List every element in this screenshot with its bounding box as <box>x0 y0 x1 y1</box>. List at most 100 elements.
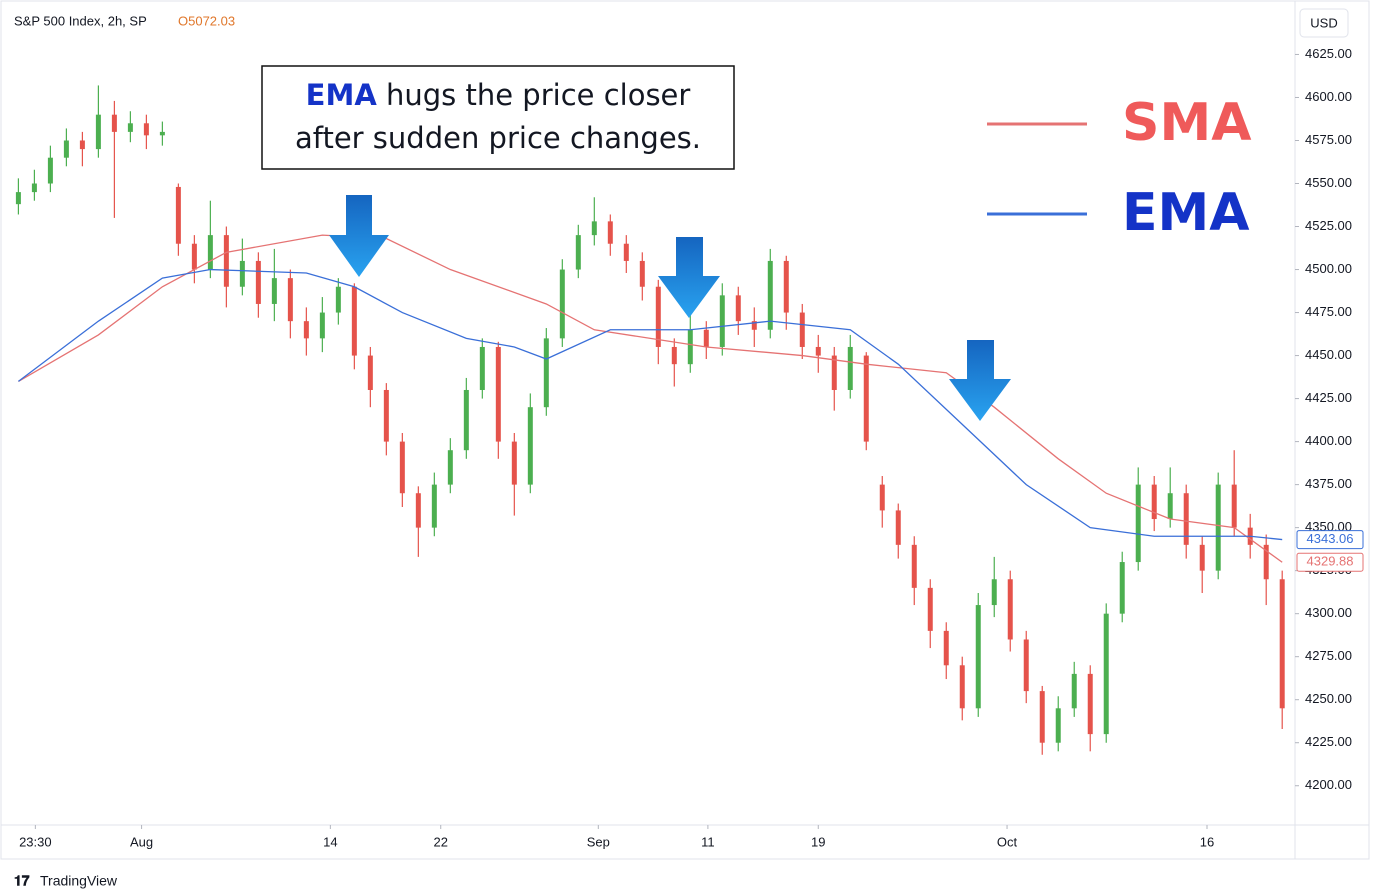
legend-label: EMA <box>1122 183 1250 243</box>
candle-body <box>655 286 661 347</box>
annotation-box <box>261 65 735 170</box>
candle-body <box>431 484 437 528</box>
candle-body <box>95 114 101 150</box>
candle-body <box>1183 493 1189 545</box>
y-tick-label: 4425.00 <box>1305 390 1352 405</box>
annotation-line: after sudden price changes. <box>295 121 701 155</box>
candle-body <box>783 260 789 313</box>
x-tick-label: Oct <box>997 834 1018 849</box>
y-tick-label: 4600.00 <box>1305 89 1352 104</box>
y-tick-label: 4475.00 <box>1305 304 1352 319</box>
candle-body <box>1215 484 1221 571</box>
candle-body <box>575 235 581 270</box>
candle-body <box>15 192 21 205</box>
candle-body <box>367 355 373 390</box>
arrows <box>329 195 1011 421</box>
candle-body <box>815 346 821 356</box>
y-tick-label: 4400.00 <box>1305 433 1352 448</box>
candle-body <box>959 665 965 709</box>
last-value-label: 4329.88 <box>1307 554 1354 569</box>
candle-body <box>1023 639 1029 692</box>
y-tick-label: 4550.00 <box>1305 175 1352 190</box>
arrow <box>949 340 1011 421</box>
candle-body <box>415 493 421 528</box>
last-value-box <box>1296 530 1364 550</box>
candle-body <box>719 295 725 347</box>
candle-body <box>1263 544 1269 580</box>
x-tick-label: Aug <box>130 834 153 849</box>
legend-label: SMA <box>1122 93 1251 153</box>
open-label: O5072.03 <box>178 13 235 28</box>
candle-body <box>287 278 293 322</box>
y-tick-label: 4625.00 <box>1305 46 1352 61</box>
candle-body <box>79 140 85 150</box>
candle-body <box>319 312 325 339</box>
candle-body <box>1087 673 1093 735</box>
y-tick-label: 4300.00 <box>1305 605 1352 620</box>
annotation-line: EMA hugs the price closer <box>306 78 691 112</box>
candle-body <box>255 260 261 304</box>
y-tick-label: 4525.00 <box>1305 218 1352 233</box>
annotation-text: hugs the price closer <box>386 78 690 112</box>
candle-body <box>159 131 165 136</box>
candle-body <box>1279 579 1285 709</box>
candle-body <box>191 243 197 270</box>
candle-body <box>1103 613 1109 735</box>
candle-body <box>207 235 213 270</box>
candle-body <box>847 346 853 390</box>
brand-logo: 𝟏𝟕 <box>14 873 30 889</box>
last-value-box <box>1296 552 1364 572</box>
candle-body <box>383 389 389 442</box>
last-value-label: 4343.06 <box>1307 531 1354 546</box>
candle-body <box>111 114 117 132</box>
y-tick-label: 4250.00 <box>1305 691 1352 706</box>
candle-body <box>463 389 469 451</box>
x-tick-label: 22 <box>433 834 447 849</box>
y-tick-label: 4275.00 <box>1305 648 1352 663</box>
candle-body <box>495 346 501 442</box>
candle-body <box>223 235 229 287</box>
candle-body <box>511 441 517 485</box>
candle-body <box>303 321 309 339</box>
currency-box[interactable] <box>1299 8 1349 38</box>
brand: TradingView <box>40 873 118 889</box>
candle-body <box>479 346 485 390</box>
currency[interactable]: USD <box>1310 15 1337 30</box>
candle-body <box>335 286 341 313</box>
candle-body <box>991 579 997 606</box>
candle-body <box>1151 484 1157 520</box>
candle-body <box>639 260 645 287</box>
candle-body <box>271 278 277 304</box>
arrow <box>658 237 720 318</box>
candle-body <box>239 260 245 287</box>
y-tick-label: 4225.00 <box>1305 734 1352 749</box>
y-tick-label: 4375.00 <box>1305 476 1352 491</box>
candle-body <box>703 329 709 347</box>
ma-line <box>18 268 1283 541</box>
candle-body <box>351 286 357 356</box>
candle-body <box>1007 579 1013 640</box>
x-tick-label: 11 <box>701 834 715 849</box>
x-tick-label: 19 <box>811 834 825 849</box>
candle-body <box>911 544 917 588</box>
candle-body <box>591 221 597 236</box>
x-tick-label: 23:30 <box>19 834 52 849</box>
candle-body <box>1039 691 1045 743</box>
candle-body <box>879 484 885 511</box>
chart-title: S&P 500 Index, 2h, SP <box>14 13 147 28</box>
annotation-highlight: EMA <box>306 78 378 112</box>
candle-body <box>1071 673 1077 709</box>
ma-line <box>18 234 1283 563</box>
candle-body <box>863 355 869 442</box>
candle-body <box>1231 484 1237 528</box>
candle-body <box>31 183 37 193</box>
candle-body <box>735 295 741 322</box>
y-tick-label: 4500.00 <box>1305 261 1352 276</box>
candle-body <box>175 186 181 244</box>
y-tick-label: 4200.00 <box>1305 777 1352 792</box>
candle-body <box>543 338 549 408</box>
candle-body <box>447 450 453 485</box>
candle-body <box>623 243 629 261</box>
candle-body <box>607 221 613 244</box>
